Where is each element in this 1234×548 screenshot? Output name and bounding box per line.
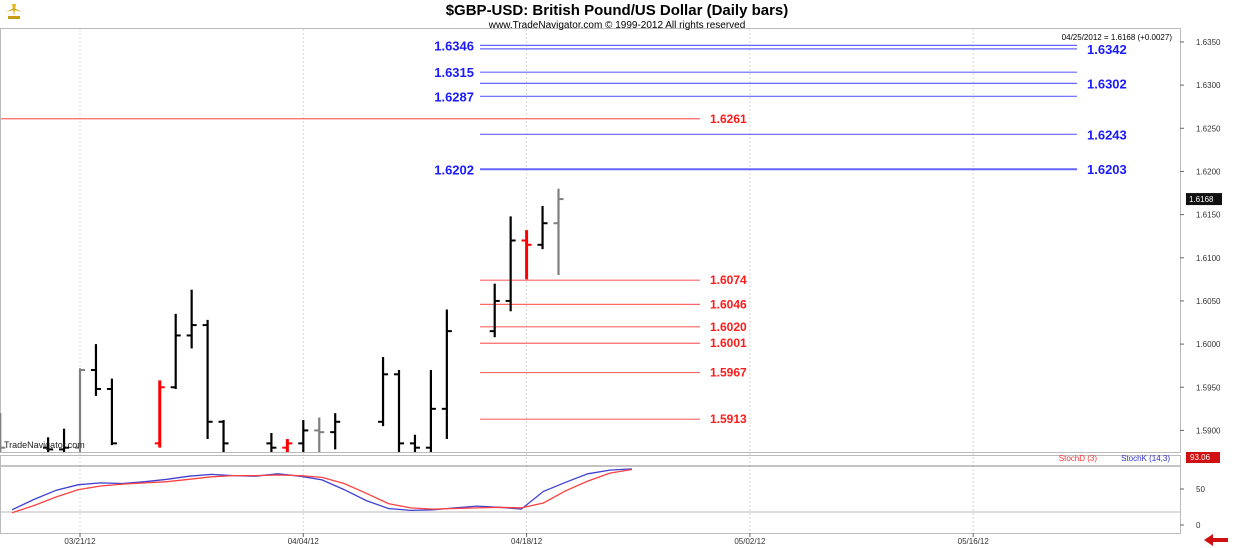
ohlc-bar [90, 344, 101, 396]
y-tick-label: 1.6250 [1196, 124, 1221, 133]
ohlc-bar [154, 380, 165, 448]
legend-stoch-d: StochD (3) [1059, 454, 1098, 463]
y-tick-label: 1.5950 [1196, 383, 1221, 392]
ohlc-bar [170, 313, 181, 389]
ohlc-bar [409, 434, 420, 452]
y-tick-label: 1.6200 [1196, 167, 1221, 176]
price-axis: 1.6350 1.6300 1.6250 1.6200 1.6150 1.6100 1.60… [1180, 38, 1222, 435]
date-axis: 03/21/12 04/04/12 04/18/12 05/02/12 05/16/12 [64, 533, 989, 546]
blue-level-label-left: 1.6287 [434, 89, 474, 104]
x-tick-label: 04/18/12 [511, 537, 543, 546]
ohlc-bar [537, 205, 548, 250]
y-tick-label: 1.6000 [1196, 340, 1221, 349]
x-tick-label: 05/02/12 [734, 537, 766, 546]
ohlc-bar [425, 369, 436, 452]
red-level-label: 1.6261 [710, 112, 747, 126]
ohlc-bar [59, 428, 70, 452]
blue-level-label-left: 1.6346 [434, 38, 474, 53]
current-price-label: 1.6168 [1189, 195, 1214, 204]
stoch-tick-label: 50 [1196, 485, 1205, 494]
last-price-info: 04/25/2012 = 1.6168 (+0.0027) [1062, 33, 1173, 42]
ohlc-bar [298, 420, 309, 452]
stochastic-panel: 50 0 93.06 [1, 452, 1220, 530]
red-level-label: 1.6074 [710, 273, 747, 287]
current-price-badge [1186, 193, 1222, 206]
copyright-text: www.TradeNavigator.com © 1999-2012 All r… [488, 20, 746, 31]
stoch-panel-frame [0, 455, 1181, 534]
blue-level-label-right: 1.6243 [1087, 127, 1127, 142]
stoch-legend: StochD (3) StochK (14,3) [1059, 454, 1171, 463]
blue-level-label-left: 1.6202 [434, 163, 474, 178]
ohlc-bar [0, 413, 6, 452]
x-tick-label: 04/04/12 [288, 537, 320, 546]
stoch-current-label: 93.06 [1190, 453, 1211, 462]
blue-level-label-left: 1.6315 [434, 65, 474, 80]
ohlc-bar [106, 378, 117, 446]
watermark-text: TradeNavigator.com [4, 440, 85, 450]
price-levels: 1.6346 1.6315 1.6287 1.6202 1.6342 1.6302 1.62… [1, 38, 1127, 426]
ohlc-bar [441, 309, 452, 440]
ohlc-bar [282, 439, 293, 452]
ohlc-bar [43, 437, 54, 452]
stoch-k-line [11, 468, 633, 512]
blue-level-label-right: 1.6302 [1087, 76, 1127, 91]
legend-stoch-k: StochK (14,3) [1121, 454, 1170, 463]
x-tick-label: 03/21/12 [64, 537, 96, 546]
scroll-right-arrow-icon[interactable] [1200, 533, 1234, 548]
y-tick-label: 1.6300 [1196, 81, 1221, 90]
y-tick-label: 1.6350 [1196, 38, 1221, 47]
y-tick-label: 1.6100 [1196, 254, 1221, 263]
ohlc-bar [75, 368, 85, 452]
ohlc-bar [330, 413, 341, 450]
stoch-tick-label: 0 [1196, 521, 1201, 530]
ohlc-bar [489, 283, 500, 338]
stoch-current-badge [1186, 452, 1220, 463]
price-panel-frame [0, 28, 1181, 453]
ohlc-bar [521, 230, 532, 280]
ohlc-bar [202, 319, 213, 440]
ohlc-bars [0, 188, 564, 452]
ohlc-bar [394, 369, 404, 452]
chart-title: $GBP-USD: British Pound/US Dollar (Daily… [446, 2, 789, 19]
y-tick-label: 1.6150 [1196, 211, 1221, 220]
blue-level-label-right: 1.6342 [1087, 42, 1127, 57]
logo-icon [6, 4, 22, 19]
red-level-label: 1.6001 [710, 336, 747, 350]
y-tick-label: 1.5900 [1196, 426, 1221, 435]
ohlc-bar [218, 420, 229, 452]
red-level-label: 1.6046 [710, 297, 747, 311]
red-level-label: 1.5967 [710, 366, 747, 380]
ohlc-bar [553, 188, 564, 276]
ohlc-bar [505, 216, 516, 312]
ohlc-bar [186, 289, 197, 349]
red-level-label: 1.6020 [710, 320, 747, 334]
ohlc-bar [266, 433, 277, 452]
y-tick-label: 1.6050 [1196, 297, 1221, 306]
x-tick-label: 05/16/12 [958, 537, 990, 546]
ohlc-bar [314, 417, 325, 452]
stoch-d-line [11, 468, 633, 514]
blue-level-label-right: 1.6203 [1087, 162, 1127, 177]
red-level-label: 1.5913 [710, 412, 747, 426]
ohlc-bar [378, 357, 389, 427]
